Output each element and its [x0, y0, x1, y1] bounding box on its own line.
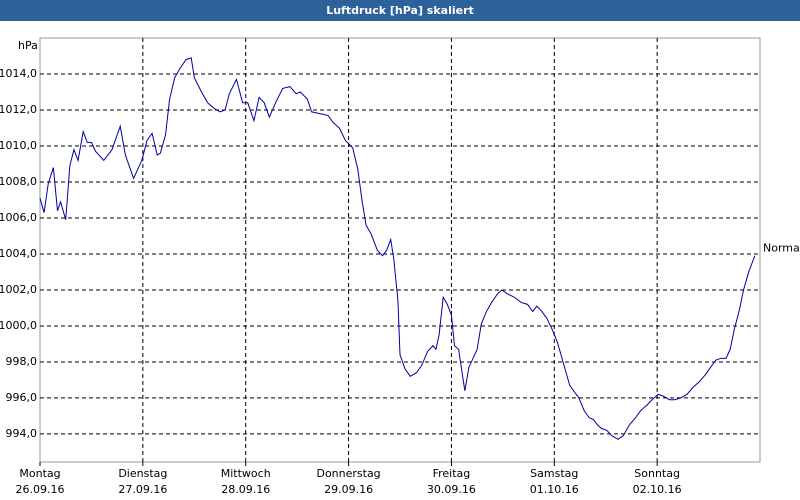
x-tick-date: 28.09.16	[221, 483, 270, 496]
y-tick-label: 994,0	[6, 427, 38, 440]
x-tick-date: 27.09.16	[118, 483, 167, 496]
plot-frame	[39, 37, 761, 463]
x-tick-label: Dienstag	[118, 467, 167, 480]
y-tick-label: 1004,0	[0, 247, 37, 260]
y-tick-label: 998,0	[6, 355, 38, 368]
annotation: Normal	[763, 242, 800, 255]
x-tick-label: Freitag	[433, 467, 471, 480]
title-bar	[0, 0, 800, 21]
x-tick-date: 30.09.16	[427, 483, 476, 496]
y-tick-label: 1008,0	[0, 175, 37, 188]
x-tick-label: Montag	[19, 467, 60, 480]
x-tick-date: 01.10.16	[530, 483, 579, 496]
y-tick-label: 1000,0	[0, 319, 37, 332]
data-line	[39, 57, 756, 440]
y-tick-label: 996,0	[6, 391, 38, 404]
y-tick-label: 1012,0	[0, 103, 37, 116]
x-tick-date: 02.10.16	[633, 483, 682, 496]
x-tick-label: Samstag	[530, 467, 578, 480]
x-tick-label: Mittwoch	[221, 467, 271, 480]
x-tick-label: Sonntag	[634, 467, 680, 480]
chart-title: Luftdruck [hPa] skaliert	[326, 4, 474, 17]
y-tick-label: 1014,0	[0, 67, 37, 80]
y-tick-label: 1002,0	[0, 283, 37, 296]
y-axis-label: hPa	[18, 39, 38, 52]
x-tick-date: 26.09.16	[16, 483, 65, 496]
y-tick-label: 1006,0	[0, 211, 37, 224]
y-tick-label: 1010,0	[0, 139, 37, 152]
x-tick-label: Donnerstag	[316, 467, 380, 480]
x-tick-date: 29.09.16	[324, 483, 373, 496]
